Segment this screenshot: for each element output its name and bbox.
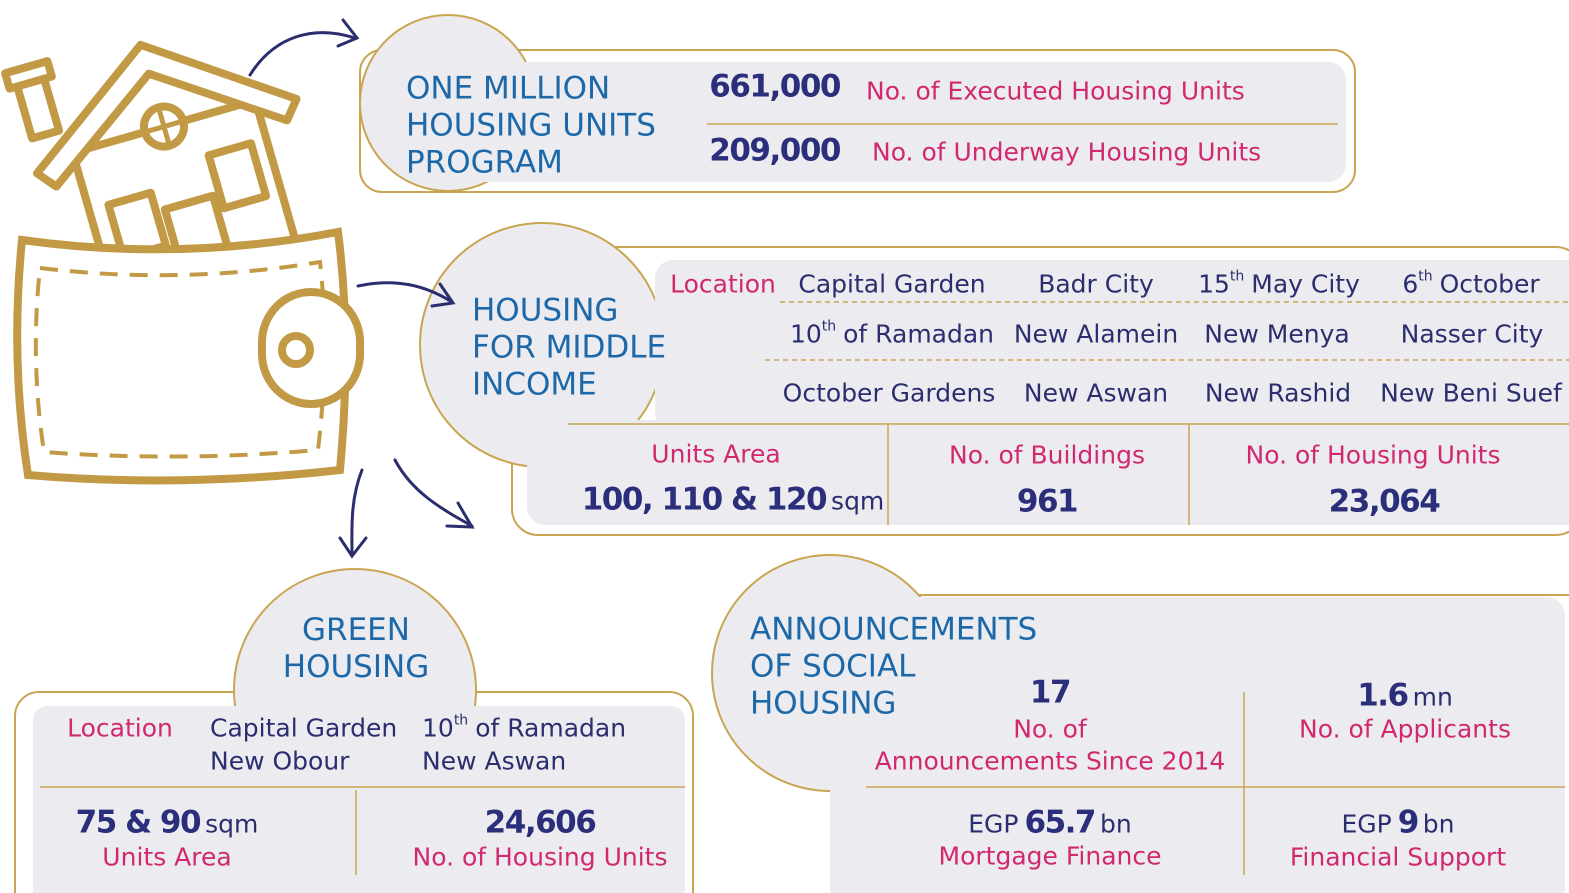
stat-unit: sqm bbox=[205, 810, 258, 839]
stat-label: Units Area bbox=[102, 845, 231, 870]
title-line: HOUSING bbox=[472, 293, 666, 330]
location: New Beni Suef bbox=[1380, 381, 1562, 406]
location: New Aswan bbox=[1024, 381, 1168, 406]
stat-unit: bn bbox=[1100, 810, 1132, 839]
location: 10th of Ramadan bbox=[790, 322, 994, 347]
location-name: October bbox=[1440, 270, 1540, 299]
stat-label: No. of Buildings bbox=[949, 443, 1145, 468]
stat-unit: sqm bbox=[831, 487, 884, 516]
title-line: ANNOUNCEMENTS bbox=[750, 612, 1037, 649]
title-line: PROGRAM bbox=[406, 145, 656, 182]
location: Nasser City bbox=[1401, 322, 1544, 347]
title-line: OF SOCIAL bbox=[750, 649, 1037, 686]
stat-number: 1.6 bbox=[1357, 678, 1407, 714]
location: 15th May City bbox=[1198, 272, 1360, 297]
stat-label: Mortgage Finance bbox=[939, 844, 1162, 869]
title-line: ONE MILLION bbox=[406, 71, 656, 108]
title-line: HOUSING bbox=[283, 649, 429, 686]
ordinal-number: 10 bbox=[422, 714, 454, 743]
location: October Gardens bbox=[783, 381, 996, 406]
stat-value: 209,000 bbox=[709, 136, 840, 167]
location: New Menya bbox=[1204, 322, 1349, 347]
location: New Obour bbox=[210, 749, 349, 774]
infographic: ONE MILLION HOUSING UNITS PROGRAM 661,00… bbox=[0, 0, 1569, 893]
stat-label: No. of Executed Housing Units bbox=[866, 79, 1245, 104]
location-name: of Ramadan bbox=[475, 714, 626, 743]
stat-value: 961 bbox=[1017, 487, 1077, 518]
stat-value: 24,606 bbox=[485, 808, 596, 839]
stat-label: No. of bbox=[1013, 717, 1087, 742]
ordinal-suffix: th bbox=[454, 713, 468, 729]
ordinal-number: 15 bbox=[1198, 270, 1230, 299]
location: New Rashid bbox=[1205, 381, 1351, 406]
location: Capital Garden bbox=[798, 272, 985, 297]
stat-label: No. of Housing Units bbox=[413, 845, 668, 870]
title-line: GREEN bbox=[283, 612, 429, 649]
ordinal-number: 6 bbox=[1402, 270, 1418, 299]
ordinal-number: 10 bbox=[790, 320, 822, 349]
ordinal-suffix: th bbox=[1230, 269, 1244, 285]
location: Badr City bbox=[1038, 272, 1154, 297]
location-name: of Ramadan bbox=[843, 320, 994, 349]
stat-number: 65.7 bbox=[1025, 805, 1096, 841]
location: 10th of Ramadan bbox=[422, 716, 626, 741]
ordinal-suffix: th bbox=[822, 319, 836, 335]
stat-label: No. of Applicants bbox=[1299, 717, 1511, 742]
stat-currency: EGP bbox=[968, 810, 1018, 839]
page: {"one_million_program":{"title":["ONE MI… bbox=[0, 0, 1569, 893]
location: 6th October bbox=[1402, 272, 1539, 297]
stat-value: 661,000 bbox=[709, 72, 840, 103]
title-line: FOR MIDDLE bbox=[472, 330, 666, 367]
title-line: INCOME bbox=[472, 367, 666, 404]
section-title: ANNOUNCEMENTS OF SOCIAL HOUSING bbox=[750, 612, 1037, 723]
stat-label: No. of Underway Housing Units bbox=[872, 140, 1261, 165]
stat-number: 9 bbox=[1398, 805, 1418, 841]
stat-value: 17 bbox=[1030, 678, 1070, 709]
location-label: Location bbox=[67, 716, 173, 741]
stat-value: 23,064 bbox=[1329, 487, 1440, 518]
location-label: Location bbox=[670, 272, 776, 297]
section-title: ONE MILLION HOUSING UNITS PROGRAM bbox=[406, 71, 656, 182]
stat-unit: bn bbox=[1423, 810, 1455, 839]
stat-currency: EGP bbox=[1341, 810, 1391, 839]
title-line: HOUSING UNITS bbox=[406, 108, 656, 145]
location: New Alamein bbox=[1014, 322, 1178, 347]
title-line: HOUSING bbox=[750, 686, 1037, 723]
stat-number: 75 & 90 bbox=[76, 805, 200, 841]
stat-label: Announcements Since 2014 bbox=[875, 749, 1226, 774]
section-title: GREEN HOUSING bbox=[283, 612, 429, 686]
stat-unit: mn bbox=[1413, 683, 1453, 712]
stat-number: 100, 110 & 120 bbox=[582, 482, 826, 518]
location-name: May City bbox=[1251, 270, 1360, 299]
location: Capital Garden bbox=[210, 716, 397, 741]
stat-label: No. of Housing Units bbox=[1246, 443, 1501, 468]
location: New Aswan bbox=[422, 749, 566, 774]
stat-label: Financial Support bbox=[1290, 845, 1506, 870]
stat-label: Units Area bbox=[651, 442, 780, 467]
section-title: HOUSING FOR MIDDLE INCOME bbox=[472, 293, 666, 404]
ordinal-suffix: th bbox=[1418, 269, 1432, 285]
